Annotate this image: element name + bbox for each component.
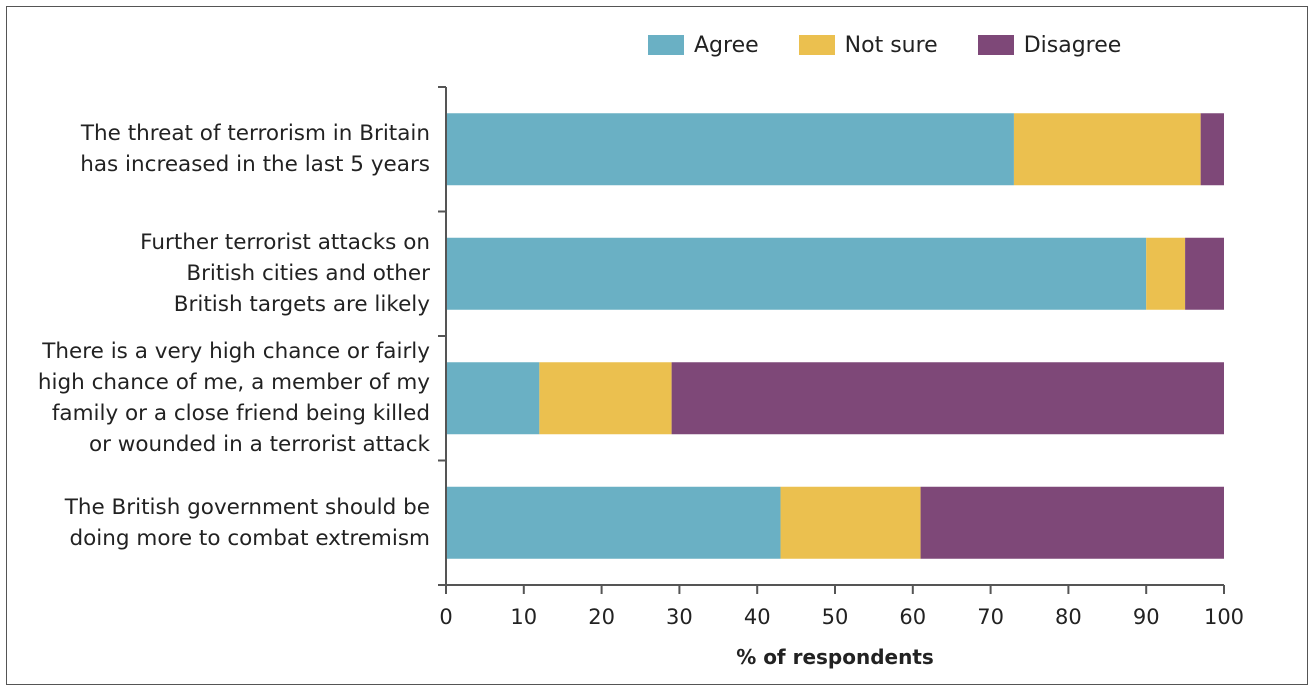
- bar-not-sure-2: [1146, 237, 1186, 310]
- x-tick-label: 90: [1133, 605, 1160, 629]
- legend-swatch: [977, 35, 1014, 55]
- category-label-line: British targets are likely: [173, 292, 430, 318]
- category-label: There is a very high chance or fairly hig…: [35, 336, 430, 460]
- legend-label: Not sure: [844, 32, 938, 58]
- category-label-line: or wounded in a terrorist attack: [88, 432, 430, 458]
- category-label: The British government should be doing mo…: [35, 492, 430, 554]
- category-label: The threat of terrorism in Britain has in…: [35, 118, 430, 180]
- legend-swatch: [648, 35, 684, 55]
- bar-not-sure-3: [539, 362, 672, 435]
- x-tick-label: 60: [899, 605, 926, 629]
- legend-label: Disagree: [1023, 32, 1122, 58]
- bar-disagree-4: [920, 486, 1224, 559]
- category-label-line: has increased in the last 5 years: [80, 152, 430, 178]
- x-tick-label: 50: [822, 605, 849, 629]
- category-label-line: The threat of terrorism in Britain: [80, 121, 430, 147]
- legend-item: Not sure: [798, 32, 938, 58]
- legend-swatch: [798, 35, 835, 55]
- legend-item: Agree: [648, 33, 759, 58]
- chart-frame: [6, 6, 1308, 685]
- category-label-line: high chance of me, a member of my: [37, 370, 430, 396]
- bar-not-sure-1: [1013, 113, 1201, 186]
- x-tick-label: 80: [1055, 605, 1082, 629]
- x-tick-label: 40: [744, 605, 771, 629]
- category-label: Further terrorist attacks on British citi…: [35, 227, 430, 320]
- chart-legend: Agree Not sure Disagree: [648, 30, 1161, 60]
- bar-disagree-3: [671, 362, 1224, 435]
- x-axis-label: % of respondents: [736, 645, 934, 669]
- category-label-line: family or a close friend being killed: [51, 401, 430, 427]
- x-tick-label: 20: [588, 605, 615, 629]
- x-tick-label: 70: [977, 605, 1004, 629]
- legend-label: Agree: [694, 32, 759, 58]
- bar-disagree-2: [1185, 237, 1224, 310]
- category-label-line: doing more to combat extremism: [69, 525, 431, 551]
- category-label-line: British cities and other: [186, 261, 430, 287]
- bar-disagree-1: [1200, 113, 1224, 186]
- x-tick-label: 0: [439, 605, 452, 629]
- category-label-line: There is a very high chance or fairly: [42, 339, 430, 365]
- x-tick-label: 100: [1204, 605, 1244, 629]
- bar-agree-2: [446, 237, 1147, 310]
- bar-agree-1: [446, 113, 1014, 186]
- x-tick-label: 10: [510, 605, 537, 629]
- category-label-line: The British government should be: [64, 494, 430, 520]
- bar-agree-3: [446, 362, 540, 435]
- bar-agree-4: [446, 486, 781, 559]
- category-label-line: Further terrorist attacks on: [140, 230, 430, 256]
- legend-item: Disagree: [977, 32, 1122, 58]
- x-tick-label: 30: [666, 605, 693, 629]
- bar-not-sure-4: [780, 486, 921, 559]
